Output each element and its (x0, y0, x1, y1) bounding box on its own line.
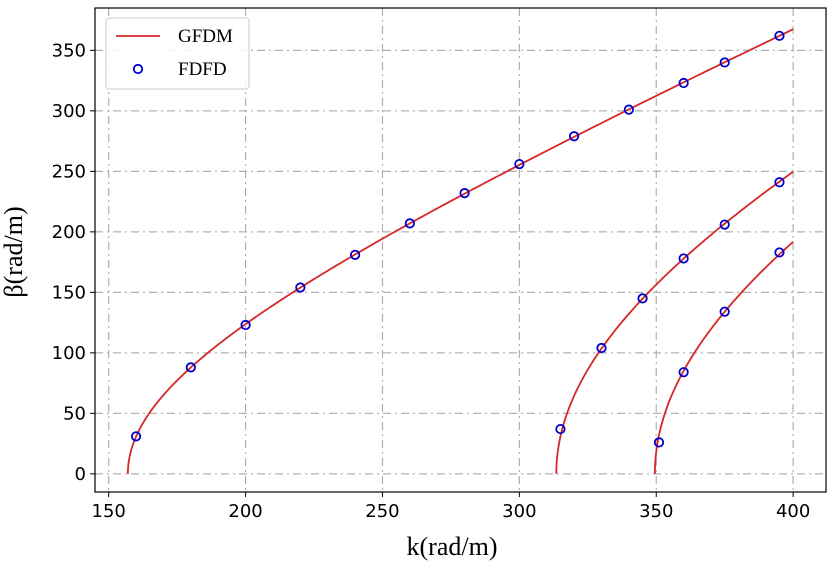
fdfd-point-series-2 (719, 219, 730, 230)
fdfd-points (130, 30, 785, 448)
y-tick-label: 50 (63, 403, 86, 424)
legend-fdfd-marker-swatch (132, 63, 144, 75)
fdfd-point-series-1 (719, 57, 730, 68)
plot-area-frame (94, 7, 827, 493)
fdfd-point-series-1 (404, 218, 415, 229)
x-tick-label: 300 (502, 501, 536, 522)
fdfd-point-series-3 (774, 247, 785, 258)
x-tick-label: 350 (639, 501, 673, 522)
y-tick-label: 350 (52, 40, 86, 61)
fdfd-point-series-2 (555, 423, 566, 435)
gfdm-curve-3 (653, 241, 794, 474)
y-tick-label: 200 (52, 222, 86, 243)
x-axis-title: k(rad/m) (407, 532, 498, 561)
fdfd-point-series-1 (774, 30, 785, 41)
y-tick-label: 150 (52, 282, 86, 303)
fdfd-point-series-1 (185, 362, 196, 373)
fdfd-point-series-1 (459, 188, 470, 199)
fdfd-point-series-1 (514, 158, 525, 170)
legend-fdfd-label: FDFD (178, 59, 227, 80)
legend-gfdm-label: GFDM (178, 26, 233, 47)
x-tick-label: 200 (228, 501, 262, 522)
y-tick-label: 300 (52, 101, 86, 122)
fdfd-point-series-1 (623, 104, 634, 115)
fdfd-point-series-2 (678, 253, 689, 264)
axis-ticks: 150 200 250 300 350 400 0 50 100 150 200 250 300 350 (52, 40, 811, 522)
fdfd-point-series-1 (678, 77, 689, 89)
legend: GFDM FDFD (105, 17, 250, 90)
x-tick-label: 400 (776, 501, 810, 522)
y-tick-label: 100 (52, 343, 86, 364)
gfdm-curve-2 (555, 170, 794, 474)
y-tick-label: 0 (75, 464, 86, 485)
y-tick-label: 250 (52, 161, 86, 182)
fdfd-point-series-1 (240, 319, 251, 331)
y-axis-title: β(rad/m) (0, 206, 28, 297)
gfdm-curve-1 (126, 28, 794, 474)
fdfd-point-series-1 (295, 282, 306, 293)
fdfd-point-series-3 (719, 306, 730, 317)
x-tick-label: 150 (92, 501, 126, 522)
fdfd-point-series-2 (774, 177, 785, 188)
gfdm-curves (126, 28, 794, 474)
fdfd-point-series-1 (569, 131, 580, 142)
fdfd-point-series-3 (678, 367, 689, 378)
fdfd-point-series-2 (596, 342, 607, 354)
x-tick-label: 250 (365, 501, 399, 522)
fdfd-point-series-1 (349, 249, 361, 260)
grid-lines (95, 8, 826, 492)
fdfd-point-series-2 (637, 293, 648, 304)
fdfd-point-series-1 (130, 431, 142, 442)
fdfd-point-series-3 (653, 437, 665, 448)
